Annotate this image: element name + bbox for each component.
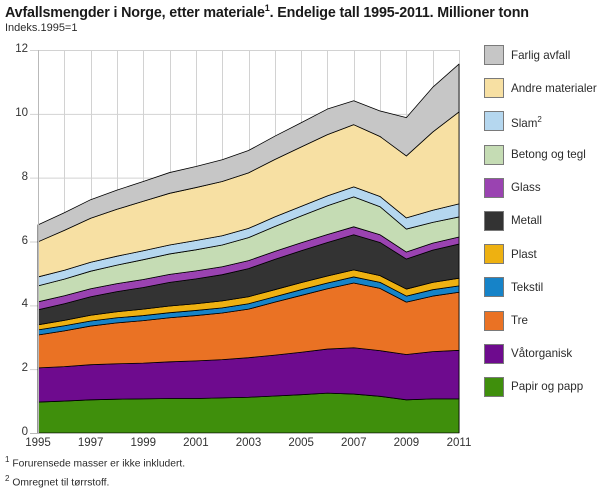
legend-item-label: Glass: [511, 181, 541, 195]
legend-item-papir-og-papp[interactable]: Papir og papp: [484, 376, 610, 398]
page-title-rest: . Endelige tall 1995-2011. Millioner ton…: [269, 4, 529, 21]
legend-color-swatch: [484, 78, 504, 99]
x-axis-tick-label: 2007: [340, 437, 367, 449]
chart-legend: Farlig avfall Andre materialer Slam2 Betong…: [484, 44, 610, 409]
legend-item-tekstil[interactable]: Tekstil: [484, 276, 610, 298]
legend-item-plast[interactable]: Plast: [484, 243, 610, 265]
legend-item-tre[interactable]: Tre: [484, 310, 610, 332]
legend-color-swatch: [484, 45, 504, 65]
y-axis-tick-label: 12: [15, 43, 28, 55]
legend-item-label: Tekstil: [511, 280, 544, 294]
x-axis-tick-label: 2005: [288, 437, 314, 449]
footnote-text: Omregnet til tørrstoff.: [9, 477, 110, 489]
footnote: 1 Forurensede masser er ikke inkludert.: [5, 452, 465, 471]
y-axis-tick-label: 0: [21, 426, 28, 438]
page-subtitle: Indeks.1995=1: [5, 22, 78, 34]
legend-item-glass[interactable]: Glass: [484, 177, 610, 199]
legend-item-v-torganisk[interactable]: Våtorganisk: [484, 343, 610, 365]
footnote-text: Forurensede masser er ikke inkludert.: [9, 458, 186, 470]
y-axis-tick-label: 6: [21, 234, 28, 247]
x-axis-tick-label: 1999: [130, 437, 157, 449]
legend-item-label: Slam2: [511, 114, 542, 130]
legend-color-swatch: [484, 177, 504, 198]
legend-color-swatch: [484, 210, 504, 231]
y-axis-tick-label: 8: [21, 170, 28, 183]
x-axis-tick-label: 2009: [393, 437, 420, 449]
legend-footnote-marker: 2: [537, 114, 542, 124]
legend-item-label: Våtorganisk: [511, 347, 573, 361]
legend-color-swatch: [484, 277, 504, 298]
legend-item-label: Tre: [511, 314, 528, 327]
y-axis-tick-label: 10: [15, 106, 28, 119]
footnote-list: 1 Forurensede masser er ikke inkludert. 2…: [5, 452, 465, 491]
area-series-farlig-avfall: [37, 63, 460, 243]
legend-item-farlig-avfall[interactable]: Farlig avfall: [484, 44, 610, 66]
legend-item-metall[interactable]: Metall: [484, 210, 610, 232]
x-axis-tick-label: 1997: [77, 437, 104, 449]
footnote-marker: 1: [5, 455, 10, 464]
x-axis-tick-label: 2003: [235, 437, 262, 449]
legend-item-label: Betong og tegl: [511, 148, 586, 162]
legend-color-swatch: [484, 111, 504, 132]
legend-color-swatch: [484, 310, 504, 331]
page-title-footnote-marker: 1: [264, 3, 270, 13]
legend-item-andre-materialer[interactable]: Andre materialer: [484, 77, 610, 99]
legend-item-label: Plast: [511, 247, 537, 261]
legend-item-betong-og-tegl[interactable]: Betong og tegl: [484, 144, 610, 166]
legend-color-swatch: [484, 343, 504, 364]
x-axis-tick-label: 1995: [25, 437, 51, 449]
legend-item-label: Metall: [511, 214, 542, 228]
y-axis-tick-label: 2: [21, 362, 28, 375]
legend-item-slam[interactable]: Slam2: [484, 110, 610, 132]
legend-item-label: Andre materialer: [511, 81, 597, 95]
legend-color-swatch: [484, 244, 504, 265]
footnote: 2 Omregnet til tørrstoff.: [5, 471, 465, 490]
page-title: Avfallsmengder i Norge, etter materiale1…: [5, 3, 605, 21]
x-axis-tick-label: 2001: [183, 437, 209, 449]
page-title-main: Avfallsmengder i Norge, etter materiale: [5, 4, 265, 21]
legend-color-swatch: [484, 144, 504, 165]
legend-item-label: Papir og papp: [511, 380, 584, 394]
legend-color-swatch: [484, 376, 504, 397]
y-axis-tick-label: 4: [21, 298, 28, 311]
footnote-marker: 2: [5, 474, 10, 484]
legend-item-label: Farlig avfall: [511, 48, 571, 62]
x-axis-tick-label: 2011: [446, 437, 472, 449]
